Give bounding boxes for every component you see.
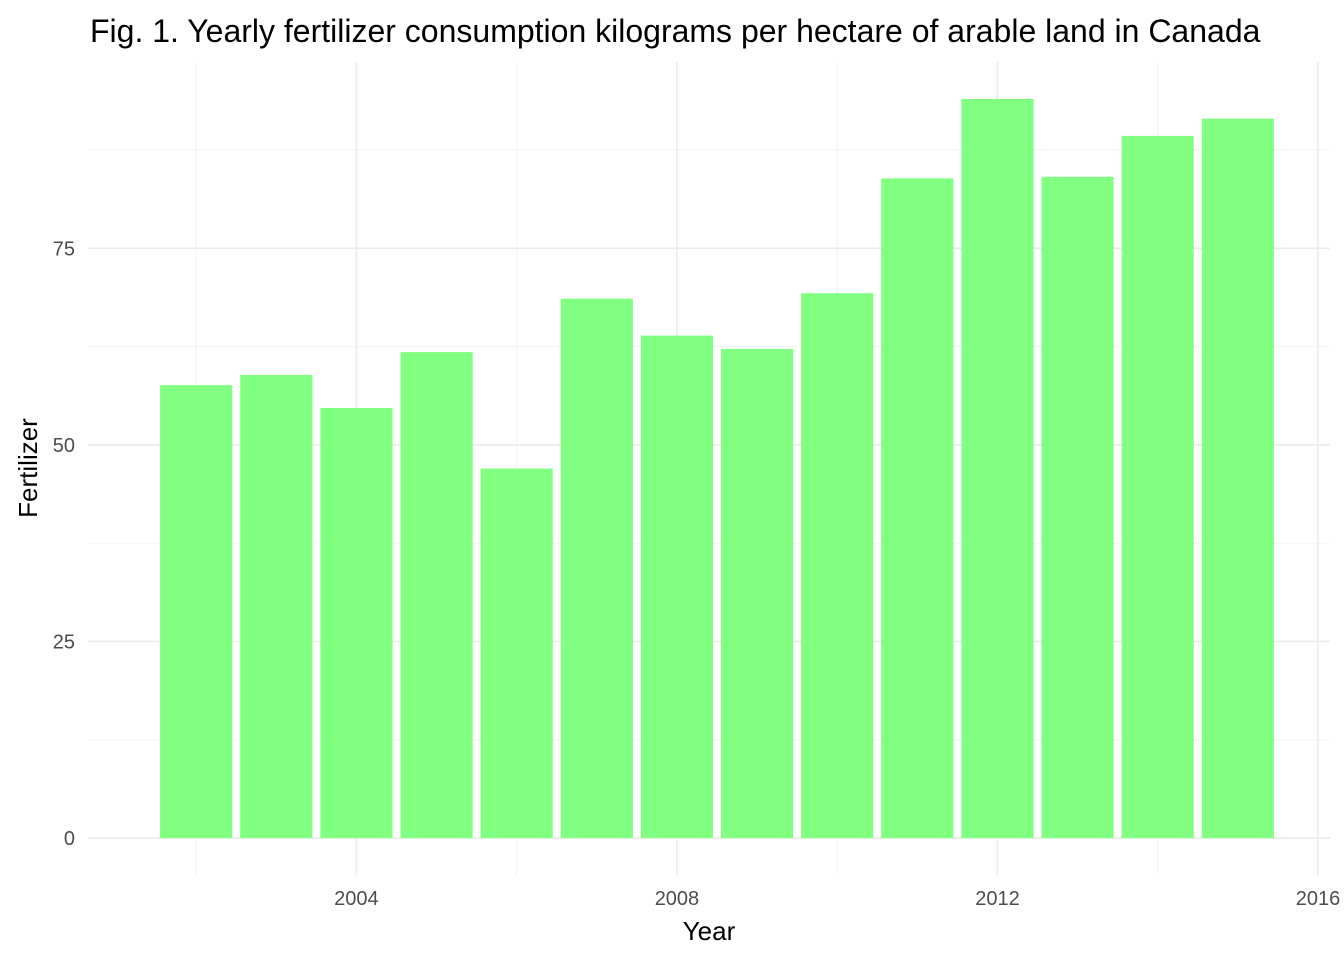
bar-2013: [1041, 176, 1114, 839]
x-axis-title: Year: [683, 916, 736, 946]
y-axis-ticks: 0 25 50 75: [53, 238, 75, 850]
bar-2003: [240, 374, 313, 839]
bar-2004: [320, 407, 393, 839]
y-tick-label: 75: [53, 238, 75, 260]
y-tick-label: 0: [64, 828, 75, 850]
bar-2006: [480, 468, 553, 839]
bar-2005: [400, 352, 473, 839]
x-tick-label: 2012: [975, 888, 1020, 910]
bar-2012: [961, 98, 1034, 839]
x-tick-label: 2016: [1296, 888, 1341, 910]
bar-2007: [560, 298, 633, 839]
bar-layer: [160, 98, 1274, 839]
bar-2015: [1201, 118, 1274, 839]
bar-2014: [1121, 135, 1194, 839]
bar-2008: [640, 335, 714, 839]
bar-2009: [721, 348, 794, 839]
x-tick-label: 2008: [655, 888, 700, 910]
x-axis-ticks: 2004 2008 2012 2016: [334, 888, 1340, 910]
x-tick-label: 2004: [334, 888, 379, 910]
bar-2010: [801, 293, 874, 839]
y-tick-label: 50: [53, 435, 75, 457]
bar-2002: [160, 385, 233, 839]
y-axis-title: Fertilizer: [13, 418, 43, 518]
y-tick-label: 25: [53, 631, 75, 653]
bar-2011: [881, 178, 954, 839]
chart-title: Fig. 1. Yearly fertilizer consumption ki…: [90, 13, 1261, 49]
